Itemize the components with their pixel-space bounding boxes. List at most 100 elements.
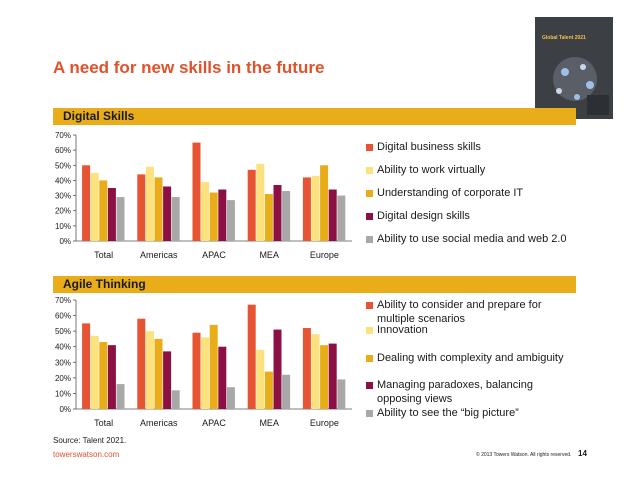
bar-apac-series-5 xyxy=(226,387,235,409)
bar-apac-series-3 xyxy=(209,324,218,409)
legend-label: Ability to use social media and web 2.0 xyxy=(377,233,567,245)
bar-mea-series-4 xyxy=(273,329,282,409)
bar-americas-series-4 xyxy=(163,351,172,409)
y-tick-label: 0% xyxy=(59,237,71,246)
bar-europe-series-4 xyxy=(328,189,337,241)
y-tick-label: 20% xyxy=(55,207,71,216)
bar-apac-series-3 xyxy=(209,192,218,241)
x-tick-label: Total xyxy=(94,418,113,428)
bar-americas-series-5 xyxy=(171,197,180,241)
x-tick-label: APAC xyxy=(202,250,226,260)
bar-americas-series-2 xyxy=(145,331,154,409)
agile-thinking-chart: 0% 10% 20% 30% 40% 50% 60% 70% Total Americas APAC… xyxy=(55,296,352,428)
bar-apac-series-4 xyxy=(218,346,227,409)
bar-mea-series-5 xyxy=(282,191,291,241)
legend-swatch xyxy=(366,302,373,309)
bar-total-series-5 xyxy=(116,384,125,409)
bar-europe-series-2 xyxy=(311,175,320,241)
bar-americas-series-1 xyxy=(137,318,146,409)
digital-skills-chart: 0% 10% 20% 30% 40% 50% 60% 70% Total Americas APAC… xyxy=(55,131,352,260)
footer-copyright: © 2013 Towers Watson. All rights reserve… xyxy=(476,452,572,458)
bar-europe-series-2 xyxy=(311,334,320,409)
y-tick-label: 70% xyxy=(55,131,71,140)
report-cover-thumbnail: Global Talent 2021 xyxy=(535,17,613,119)
bar-mea-series-5 xyxy=(282,374,291,409)
bar-mea-series-1 xyxy=(247,304,256,409)
bar-apac-series-2 xyxy=(201,181,210,241)
bar-europe-series-3 xyxy=(320,345,329,409)
legend-swatch xyxy=(366,167,373,174)
page-number: 14 xyxy=(578,449,587,458)
bar-americas-series-4 xyxy=(163,186,172,241)
legend-label: Innovation xyxy=(377,324,428,336)
y-tick-label: 70% xyxy=(55,296,71,305)
section-label-digital: Digital Skills xyxy=(63,109,135,123)
bar-mea-series-4 xyxy=(273,184,282,241)
legend-swatch xyxy=(366,144,373,151)
y-tick-label: 30% xyxy=(55,192,71,201)
bar-europe-series-3 xyxy=(320,165,329,241)
legend-label: Dealing with complexity and ambiguity xyxy=(377,352,564,364)
legend-swatch xyxy=(366,190,373,197)
bar-mea-series-3 xyxy=(264,371,273,409)
x-tick-label: Europe xyxy=(310,250,339,260)
bar-total-series-4 xyxy=(107,188,116,241)
y-tick-label: 60% xyxy=(55,312,71,321)
bar-total-series-2 xyxy=(90,335,99,409)
bar-mea-series-1 xyxy=(247,169,256,241)
y-tick-label: 50% xyxy=(55,161,71,170)
legend-label: Managing paradoxes, balancing opposing v… xyxy=(377,379,533,405)
legend-swatch xyxy=(366,327,373,334)
y-tick-label: 40% xyxy=(55,176,71,185)
legend-label: Digital business skills xyxy=(377,141,481,153)
bar-total-series-3 xyxy=(99,342,108,409)
y-tick-label: 30% xyxy=(55,358,71,367)
legend-swatch xyxy=(366,382,373,389)
bar-total-series-2 xyxy=(90,172,99,241)
legend-swatch xyxy=(366,355,373,362)
bar-mea-series-2 xyxy=(256,349,265,409)
bar-americas-series-1 xyxy=(137,174,146,241)
section-label-agile: Agile Thinking xyxy=(63,277,146,291)
bar-europe-series-1 xyxy=(302,328,311,409)
bar-total-series-3 xyxy=(99,180,108,241)
bar-americas-series-5 xyxy=(171,390,180,409)
bar-americas-series-3 xyxy=(154,177,163,241)
bar-apac-series-4 xyxy=(218,189,227,241)
legend-label: Ability to consider and prepare for mult… xyxy=(377,299,542,325)
bar-apac-series-2 xyxy=(201,337,210,409)
y-tick-label: 10% xyxy=(55,389,71,398)
x-tick-label: MEA xyxy=(259,418,279,428)
legend-label: Ability to work virtually xyxy=(377,164,486,176)
bar-europe-series-5 xyxy=(337,379,346,409)
bar-apac-series-5 xyxy=(226,200,235,241)
y-tick-label: 0% xyxy=(59,405,71,414)
bar-mea-series-2 xyxy=(256,163,265,241)
bar-apac-series-1 xyxy=(192,142,201,241)
x-tick-label: Americas xyxy=(140,418,178,428)
x-tick-label: Europe xyxy=(310,418,339,428)
bar-total-series-4 xyxy=(107,345,116,409)
bar-americas-series-2 xyxy=(145,166,154,241)
cover-artwork xyxy=(553,57,609,115)
bar-europe-series-1 xyxy=(302,177,311,241)
source-note: Source: Talent 2021. xyxy=(53,436,127,445)
cover-title: Global Talent 2021 xyxy=(542,35,586,41)
y-tick-label: 40% xyxy=(55,343,71,352)
legend-label: Digital design skills xyxy=(377,210,470,222)
x-tick-label: Americas xyxy=(140,250,178,260)
y-tick-label: 20% xyxy=(55,374,71,383)
bar-total-series-1 xyxy=(82,323,91,409)
section-header-agile: Agile Thinking xyxy=(53,276,576,293)
bar-total-series-1 xyxy=(82,165,91,241)
bar-americas-series-3 xyxy=(154,338,163,409)
y-tick-label: 60% xyxy=(55,146,71,155)
bar-europe-series-5 xyxy=(337,195,346,241)
footer-brand-link[interactable]: towerswatson.com xyxy=(53,450,120,459)
y-tick-label: 50% xyxy=(55,327,71,336)
legend-swatch xyxy=(366,410,373,417)
slide-title: A need for new skills in the future xyxy=(53,58,325,77)
section-header-digital: Digital Skills xyxy=(53,108,576,125)
legend-swatch xyxy=(366,236,373,243)
x-tick-label: APAC xyxy=(202,418,226,428)
